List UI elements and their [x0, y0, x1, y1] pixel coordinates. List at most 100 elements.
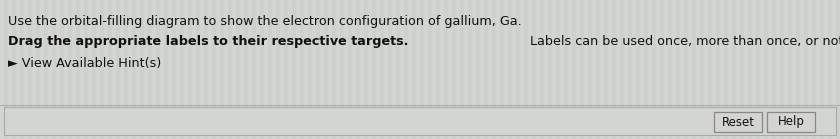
- Text: ► View Available Hint(s): ► View Available Hint(s): [8, 56, 161, 70]
- Bar: [816, 0, 820, 139]
- Bar: [112, 0, 116, 139]
- Bar: [0, 0, 4, 139]
- Bar: [304, 0, 308, 139]
- Bar: [312, 0, 316, 139]
- Bar: [624, 0, 628, 139]
- Bar: [736, 0, 740, 139]
- FancyBboxPatch shape: [767, 112, 815, 132]
- Bar: [544, 0, 548, 139]
- Bar: [728, 0, 732, 139]
- Bar: [288, 0, 292, 139]
- Bar: [280, 0, 284, 139]
- Bar: [80, 0, 84, 139]
- Bar: [320, 0, 324, 139]
- Bar: [480, 0, 484, 139]
- Bar: [248, 0, 252, 139]
- Bar: [40, 0, 44, 139]
- Bar: [432, 0, 436, 139]
- Bar: [376, 0, 380, 139]
- Bar: [72, 0, 76, 139]
- Bar: [136, 0, 140, 139]
- Bar: [576, 0, 580, 139]
- Bar: [600, 0, 604, 139]
- Bar: [744, 0, 748, 139]
- Bar: [192, 0, 196, 139]
- Text: Labels can be used once, more than once, or not at all. Not all targets will be : Labels can be used once, more than once,…: [530, 35, 840, 49]
- Bar: [256, 0, 260, 139]
- Bar: [528, 0, 532, 139]
- Bar: [824, 0, 828, 139]
- Bar: [616, 0, 620, 139]
- Bar: [344, 0, 348, 139]
- Bar: [640, 0, 644, 139]
- Bar: [752, 0, 756, 139]
- Bar: [240, 0, 244, 139]
- Bar: [632, 0, 636, 139]
- Bar: [408, 0, 412, 139]
- Bar: [200, 0, 204, 139]
- Bar: [16, 0, 20, 139]
- Bar: [176, 0, 180, 139]
- Bar: [232, 0, 236, 139]
- Bar: [760, 0, 764, 139]
- Bar: [336, 0, 340, 139]
- Text: Drag the appropriate labels to their respective targets.: Drag the appropriate labels to their res…: [8, 35, 413, 49]
- Bar: [120, 0, 124, 139]
- Bar: [568, 0, 572, 139]
- Bar: [504, 0, 508, 139]
- Bar: [720, 0, 724, 139]
- Bar: [56, 0, 60, 139]
- Bar: [328, 0, 332, 139]
- Bar: [608, 0, 612, 139]
- Bar: [88, 0, 92, 139]
- Bar: [464, 0, 468, 139]
- Bar: [360, 0, 364, 139]
- Bar: [592, 0, 596, 139]
- Bar: [440, 0, 444, 139]
- Bar: [216, 0, 220, 139]
- Bar: [400, 0, 404, 139]
- Bar: [208, 0, 212, 139]
- Bar: [456, 0, 460, 139]
- Bar: [712, 0, 716, 139]
- Bar: [8, 0, 12, 139]
- Bar: [688, 0, 692, 139]
- Bar: [416, 0, 420, 139]
- Bar: [776, 0, 780, 139]
- Bar: [488, 0, 492, 139]
- Bar: [552, 0, 556, 139]
- Bar: [392, 0, 396, 139]
- Bar: [792, 0, 796, 139]
- Bar: [472, 0, 476, 139]
- Bar: [144, 0, 148, 139]
- Text: Help: Help: [778, 116, 805, 128]
- Bar: [696, 0, 700, 139]
- Bar: [128, 0, 132, 139]
- Bar: [384, 0, 388, 139]
- Text: Use the orbital-filling diagram to show the electron configuration of gallium, G: Use the orbital-filling diagram to show …: [8, 14, 522, 28]
- Bar: [64, 0, 68, 139]
- Bar: [264, 0, 268, 139]
- Bar: [24, 0, 28, 139]
- Bar: [512, 0, 516, 139]
- Bar: [648, 0, 652, 139]
- FancyBboxPatch shape: [4, 107, 836, 135]
- Bar: [296, 0, 300, 139]
- Bar: [104, 0, 108, 139]
- Bar: [184, 0, 188, 139]
- Bar: [704, 0, 708, 139]
- Bar: [160, 0, 164, 139]
- Bar: [32, 0, 36, 139]
- Bar: [224, 0, 228, 139]
- Bar: [584, 0, 588, 139]
- Bar: [664, 0, 668, 139]
- Bar: [352, 0, 356, 139]
- Bar: [496, 0, 500, 139]
- Bar: [656, 0, 660, 139]
- Bar: [808, 0, 812, 139]
- Bar: [168, 0, 172, 139]
- Bar: [96, 0, 100, 139]
- Bar: [424, 0, 428, 139]
- Bar: [368, 0, 372, 139]
- Bar: [672, 0, 676, 139]
